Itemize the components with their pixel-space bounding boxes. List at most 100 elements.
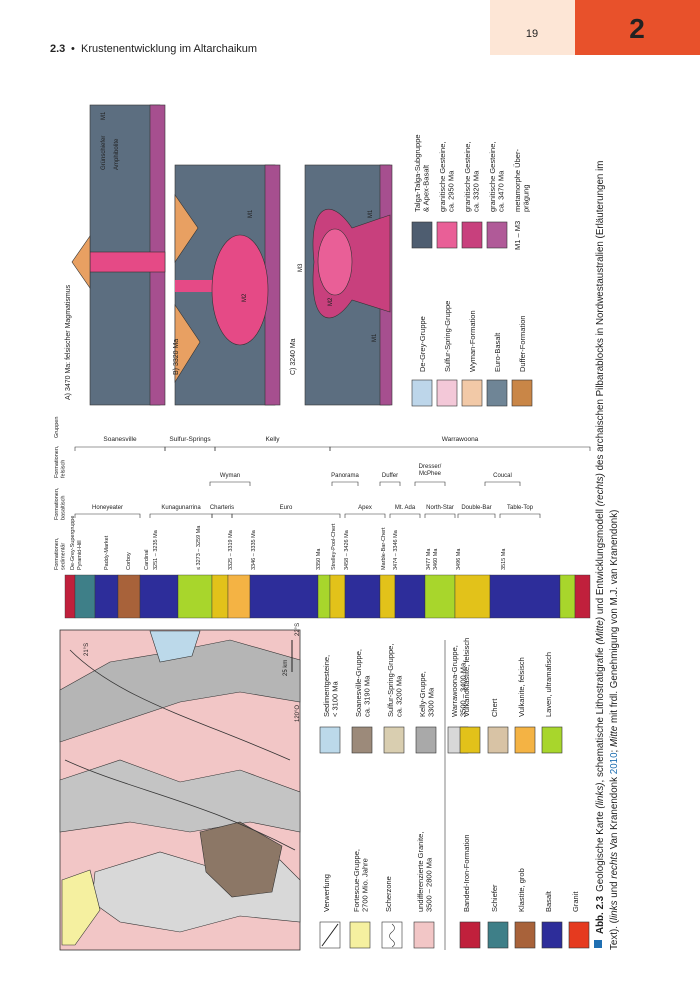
basaltic-formation: Kunagunarrina	[161, 505, 201, 511]
felsic-formation: Wyman	[220, 473, 240, 479]
age-label: 3460 Ma	[433, 548, 439, 570]
age-label: 3496 Ma	[456, 548, 462, 570]
legend-swatch	[436, 221, 458, 249]
strat-header: basaltisch	[60, 496, 66, 520]
legend-swatch	[415, 726, 437, 754]
legend-label: prägung	[522, 184, 531, 212]
felsic-formation: Duffer	[382, 473, 398, 479]
map-sediment	[149, 630, 201, 663]
legend-label: De-Grey-Gruppe	[418, 316, 427, 372]
model-volcanic-wedge	[174, 304, 201, 384]
section-separator: •	[71, 43, 75, 55]
legend-label: Granit	[571, 891, 580, 912]
age-label: 3458 – 3426 Ma	[344, 529, 350, 570]
map-coordinate: 22°S	[295, 623, 301, 636]
caption-marker	[594, 940, 602, 948]
model-annotation: Grünschiefer	[101, 136, 107, 170]
formation-bracket	[379, 481, 401, 486]
strat-header: Gruppen	[54, 417, 60, 438]
sedimentary-formation: Marble-Bar-Chert	[381, 527, 387, 570]
group-bracket	[329, 446, 591, 451]
formation-bracket	[499, 513, 541, 518]
caption-segment: mit frdl. Genehmigung von M.J. van Krane…	[609, 510, 620, 726]
section-number: 2.3	[50, 43, 65, 55]
caption-segment: Mitte	[609, 725, 620, 747]
felsic-formation: Coucal	[493, 473, 512, 479]
basaltic-formation: Honeyeater	[92, 505, 123, 511]
legend-label: Kelly-Gruppe,	[418, 671, 427, 717]
strat-layer	[117, 574, 141, 619]
formation-bracket	[74, 513, 141, 518]
legend-label: Verwerfung	[322, 874, 331, 912]
legend-label: Banded-Iron-Formation	[462, 834, 471, 912]
age-label: 3346 – 3335 Ma	[251, 529, 257, 570]
caption-segment: Text). (	[609, 919, 620, 950]
age-label: 3325 – 3319 Ma	[228, 529, 234, 570]
formation-bracket	[484, 481, 521, 486]
group-bracket	[214, 446, 331, 451]
legend-label: undifferenzierte Granite,	[416, 832, 425, 912]
formation-bracket	[149, 513, 213, 518]
legend-label: Duffer-Formation	[518, 315, 527, 372]
sedimentary-formation: Pyramid-Hill	[77, 540, 83, 570]
legend-label: Schiefer	[490, 884, 499, 912]
legend-label: 3300 Ma	[427, 687, 436, 717]
legend-label: 3500 – 2800 Ma	[425, 857, 434, 912]
formation-bracket	[424, 513, 456, 518]
age-label: 3474 – 3346 Ma	[393, 529, 399, 570]
model-magma	[89, 251, 166, 273]
legend-swatch	[514, 726, 536, 754]
legend-label: Warrawoona-Gruppe,	[450, 645, 459, 717]
caption-segment: ;	[609, 747, 620, 752]
legend-label: ca. 3200 Ma	[395, 675, 404, 717]
chapter-number: 2	[629, 13, 645, 44]
legend-label: 3500 – 3400 Ma	[459, 662, 468, 717]
group-label: Soanesville	[103, 436, 137, 443]
model-magma-body	[211, 234, 269, 346]
model-annotation: M3	[298, 263, 304, 272]
strat-layer	[394, 574, 426, 619]
age-label: 3477 Ma	[426, 548, 432, 570]
basaltic-formation: Apex	[358, 505, 372, 511]
basaltic-formation: North-Star	[426, 505, 454, 511]
caption-segment: rechts	[609, 852, 620, 879]
basaltic-formation: Euro	[280, 505, 293, 511]
legend-shear-symbol	[389, 923, 395, 948]
caption-segment: Van Kranendonk	[609, 774, 620, 852]
panel-label: A) 3470 Ma: felsischer Magmatismus	[65, 284, 72, 400]
formation-bracket	[344, 513, 386, 518]
legend-swatch	[487, 921, 509, 949]
legend-label: Vulkanite, felsisch	[517, 657, 526, 717]
strat-layer	[94, 574, 119, 619]
map-coordinate: 120°O	[295, 705, 301, 722]
caption-segment: links	[609, 900, 620, 920]
strat-layer	[329, 574, 346, 619]
strat-layer	[344, 574, 381, 619]
legend-label: ca. 3320 Ma	[472, 170, 481, 212]
sedimentary-formation: Cardinal	[144, 550, 150, 570]
chapter-tab	[575, 0, 700, 55]
legend-swatch	[461, 221, 483, 249]
legend-label: M1 – M3	[513, 221, 522, 250]
legend-swatch	[459, 726, 481, 754]
group-bracket	[74, 446, 166, 451]
strat-layer	[489, 574, 561, 619]
panel-label: C) 3240 Ma	[290, 338, 297, 375]
caption-label: Abb. 2.3	[595, 895, 606, 934]
legend-swatch	[413, 921, 435, 949]
formation-bracket	[389, 513, 421, 518]
felsic-formation: McPhee	[419, 471, 442, 477]
panel-label: B) 3320 Ma	[173, 339, 180, 375]
model-volcano	[71, 235, 91, 289]
legend-swatch	[411, 379, 433, 407]
legend-fault-symbol	[321, 923, 339, 947]
model-annotation: M2	[242, 293, 248, 302]
strat-layer	[574, 574, 591, 619]
legend-swatch	[487, 726, 509, 754]
caption-line: Abb. 2.3 Geologische Karte (links), schem…	[595, 161, 606, 934]
formation-bracket	[414, 481, 446, 486]
group-label: Kelly	[265, 436, 280, 443]
legend-label: Wyman-Formation	[468, 310, 477, 372]
caption-segment: (links)	[595, 782, 606, 808]
legend-label: < 3100 Ma	[331, 681, 340, 717]
